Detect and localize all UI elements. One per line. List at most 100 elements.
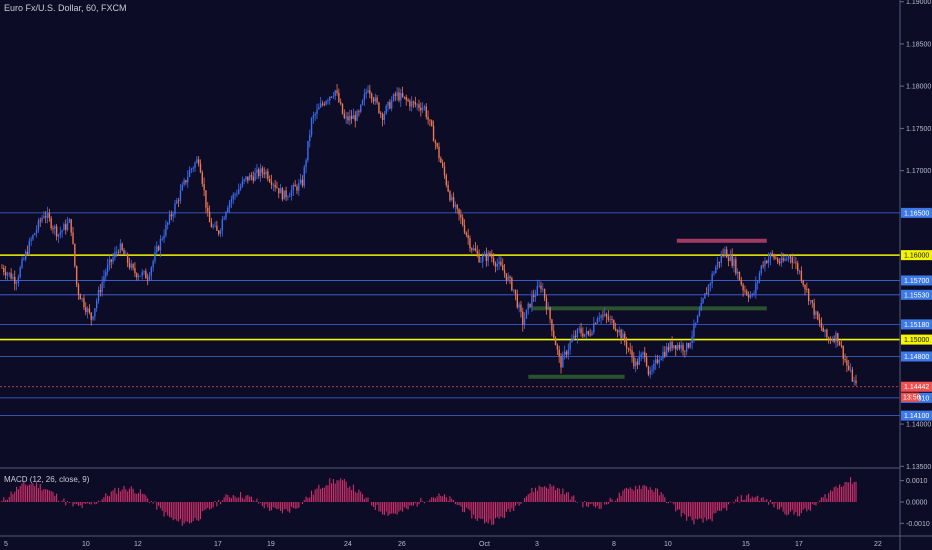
candle-body (70, 219, 72, 233)
candle-body (290, 189, 293, 196)
candle-body (45, 216, 47, 218)
candle-body (77, 284, 80, 295)
candle-body (414, 102, 417, 105)
candle-body (817, 311, 819, 320)
candle-body (279, 188, 282, 194)
candle-body (152, 260, 154, 268)
time-axis-label: 22 (874, 541, 882, 548)
candle-body (223, 218, 225, 220)
candle-body (34, 233, 36, 236)
candle-body (569, 342, 571, 350)
candle-body (90, 312, 92, 320)
candle-body (434, 141, 437, 144)
candle-body (265, 171, 267, 175)
candle-body (598, 318, 600, 319)
candle-body (458, 208, 460, 215)
candle-body (241, 181, 244, 187)
support-zone[interactable] (528, 374, 625, 379)
candle-body (334, 90, 336, 97)
support-zone[interactable] (531, 306, 767, 311)
candle-body (662, 351, 664, 359)
candle-body (194, 162, 196, 168)
candle-body (174, 203, 176, 215)
candle-body (609, 319, 611, 320)
candle-body (500, 261, 502, 266)
candle-body (636, 361, 639, 365)
candle-body (576, 329, 579, 338)
candle-body (339, 102, 342, 104)
candle-body (795, 262, 797, 264)
candle-body (197, 159, 200, 164)
candle-body (802, 280, 804, 285)
candle-body (245, 176, 247, 180)
macd-indicator-label[interactable]: MACD (12, 26, close, 9) (4, 475, 90, 484)
level-tag-bg (901, 250, 932, 261)
candle-body (43, 216, 45, 218)
level-tag-label: 1.15530 (904, 292, 929, 299)
candle-body (61, 230, 63, 233)
candle-body (230, 199, 233, 203)
candle-body (261, 168, 264, 173)
candle-body (298, 183, 300, 191)
candle-body (66, 222, 69, 230)
candle-body (675, 345, 677, 350)
candle-body (427, 116, 429, 120)
candle-body (252, 176, 254, 181)
candle-body (192, 167, 194, 169)
candle-body (713, 273, 715, 275)
candle-body (793, 262, 795, 264)
candle-body (32, 235, 34, 240)
candle-body (343, 113, 346, 118)
candle-body (835, 333, 837, 342)
candle-body (829, 339, 832, 341)
candle-body (3, 267, 5, 273)
candle-body (259, 168, 262, 177)
candle-body (358, 111, 360, 113)
time-axis[interactable]: 5 10 12 17 19 24 26 Oct 3 8 10 15 17 22 (4, 541, 882, 548)
countdown-tag-bg (901, 392, 919, 402)
candle-body (329, 96, 331, 101)
candle-body (287, 196, 289, 198)
candle-body (456, 204, 458, 209)
candle-body (656, 359, 659, 363)
candle-body (707, 285, 710, 294)
candle-body (498, 261, 500, 265)
candle-body (272, 184, 275, 186)
candle-body (733, 259, 735, 266)
candle-body (534, 295, 537, 297)
candle-body (591, 332, 593, 335)
chart-title: Euro Fx/U.S. Dollar, 60, FXCM (4, 3, 127, 13)
candle-body (778, 261, 781, 264)
time-axis-label: 3 (535, 541, 539, 548)
candle-body (565, 351, 568, 355)
candle-body (59, 232, 61, 235)
candle-body (660, 358, 662, 361)
candle-body (409, 101, 411, 107)
candle-body (205, 190, 207, 208)
candle-body (321, 103, 324, 105)
candle-body (1, 267, 3, 269)
candle-body (476, 250, 478, 254)
candle-body (318, 107, 320, 110)
candle-body (81, 298, 83, 300)
candle-body (372, 98, 375, 102)
resistance-zone[interactable] (676, 238, 767, 243)
candle-body (356, 111, 358, 121)
candle-body (813, 302, 815, 315)
candle-body (580, 328, 582, 334)
candle-body (693, 324, 695, 337)
candle-body (514, 289, 517, 295)
candle-body (769, 253, 772, 259)
candle-body (234, 194, 236, 195)
level-tag-bg (901, 334, 932, 345)
candle-body (547, 307, 549, 310)
candle-body (771, 253, 773, 255)
price-axis[interactable]: 1.16500 1.16000 1.15700 1.15530 1.15180 1.150… (900, 0, 932, 528)
time-axis-label: 8 (612, 541, 616, 548)
candle-body (165, 224, 167, 236)
candle-body (385, 105, 387, 114)
candle-body (396, 92, 398, 96)
candle-body (50, 218, 52, 229)
